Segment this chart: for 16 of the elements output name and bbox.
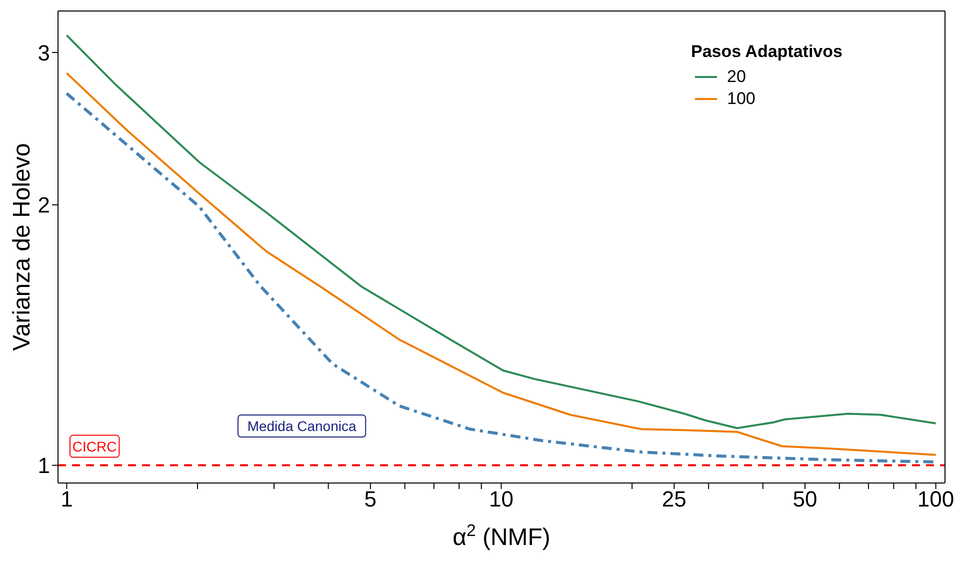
x-axis-title: α$^{2}$ (NMF) [452, 520, 550, 551]
y-tick-label: 1 [38, 453, 50, 478]
x-tick-label: 100 [917, 486, 954, 512]
legend-label: 100 [727, 89, 756, 109]
x-tick-label: 1 [60, 486, 73, 512]
legend-title: Pasos Adaptativos [691, 42, 842, 62]
annotation: Medida Canonica [247, 418, 356, 434]
legend-label: 20 [727, 67, 746, 87]
x-tick-label: 25 [662, 486, 686, 512]
ref-line-label: CICRC [72, 438, 117, 454]
y-axis-title: Varianza de Holevo [8, 143, 36, 351]
x-tick-label: 10 [489, 486, 514, 512]
x-tick-label: 50 [792, 486, 818, 512]
y-tick-label: 3 [38, 40, 50, 66]
y-tick-label: 2 [38, 192, 50, 218]
x-tick-label: 5 [364, 486, 377, 512]
